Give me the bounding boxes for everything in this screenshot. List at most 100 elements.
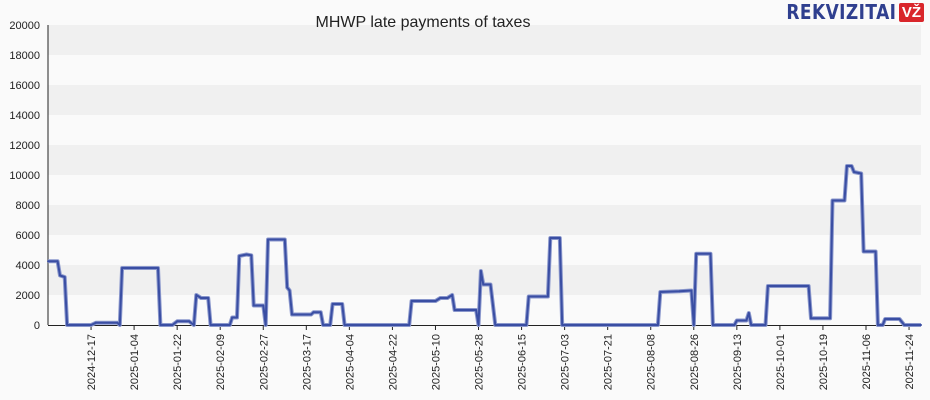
x-tick-label: 2025-08-08 (646, 334, 658, 390)
data-point (764, 324, 767, 326)
x-axis: 2024-12-17 2025-01-04 2025-01-22 2025-02-09… (48, 325, 921, 390)
grid-band (48, 235, 921, 265)
x-tick-label: 2025-02-09 (215, 334, 227, 390)
data-point (745, 319, 748, 322)
data-point (322, 324, 325, 326)
data-point (920, 324, 922, 326)
data-point (331, 303, 334, 305)
data-point (94, 321, 97, 324)
grid-band (48, 85, 921, 115)
data-point (238, 255, 241, 257)
data-point (678, 290, 681, 293)
data-point (341, 303, 344, 305)
data-point (116, 321, 119, 324)
data-point (527, 295, 530, 298)
x-tick-label: 2025-04-22 (387, 334, 399, 390)
grid-band (48, 25, 921, 55)
data-point (63, 276, 66, 278)
data-point (747, 312, 750, 314)
data-point (283, 238, 286, 241)
data-point (549, 237, 552, 239)
x-tick-label: 2025-11-06 (861, 334, 873, 389)
data-point (235, 316, 238, 319)
data-point (558, 237, 561, 239)
y-tick-label: 16000 (9, 80, 40, 92)
data-point (489, 283, 492, 286)
data-point (845, 165, 848, 167)
data-point (312, 311, 315, 314)
data-point (831, 199, 834, 202)
data-point (66, 324, 69, 326)
data-point (245, 253, 248, 256)
data-point (231, 316, 234, 319)
data-point (264, 324, 267, 326)
data-point (408, 324, 411, 326)
data-point (188, 320, 191, 323)
x-tick-label: 2025-11-24 (904, 334, 916, 389)
data-point (475, 309, 478, 311)
data-point (290, 313, 293, 316)
data-point (711, 324, 714, 326)
logo-text: REKVIZITAI (786, 0, 897, 24)
data-point (252, 304, 255, 307)
data-point (809, 317, 812, 320)
data-point (286, 286, 289, 289)
data-point (434, 300, 437, 302)
y-tick-label: 10000 (9, 170, 40, 182)
y-tick-label: 20000 (9, 20, 40, 32)
data-point (343, 324, 346, 326)
data-point (118, 324, 121, 326)
x-tick-label: 2025-01-22 (172, 334, 184, 390)
data-point (862, 250, 865, 253)
data-point (329, 324, 332, 326)
y-tick-label: 4000 (16, 260, 40, 272)
data-point (733, 324, 736, 326)
x-tick-label: 2025-07-03 (560, 334, 572, 390)
grid-band (48, 205, 921, 235)
x-tick-label: 2025-02-27 (258, 334, 270, 390)
x-tick-label: 2024-12-17 (86, 334, 98, 390)
data-point (192, 324, 195, 326)
data-point (47, 260, 49, 263)
data-point (766, 285, 769, 287)
grid-band (48, 175, 921, 205)
data-point (479, 270, 482, 272)
x-tick-label: 2025-03-17 (301, 334, 313, 390)
y-axis: 0 2000 4000 6000 8000 10000 12000 14000 16000 180… (9, 20, 49, 332)
data-point (176, 320, 179, 323)
data-point (656, 324, 659, 326)
data-point (695, 252, 698, 255)
data-point (121, 267, 124, 269)
data-point (446, 297, 449, 299)
data-point (267, 238, 270, 241)
data-point (209, 324, 212, 326)
data-point (482, 283, 485, 286)
x-tick-label: 2025-10-01 (775, 334, 787, 390)
data-point (881, 324, 884, 326)
data-point (439, 297, 442, 299)
data-point (903, 324, 906, 326)
data-point (692, 324, 695, 326)
data-point (453, 309, 456, 311)
x-tick-label: 2025-06-15 (517, 334, 529, 390)
x-tick-label: 2025-05-28 (474, 334, 486, 390)
chart-title: MHWP late payments of taxes (315, 14, 531, 31)
data-point (200, 297, 203, 299)
y-tick-label: 8000 (16, 200, 40, 212)
data-point (250, 254, 253, 257)
rekvizitai-logo[interactable]: REKVIZITAI VŽ (767, 0, 924, 24)
data-point (750, 324, 753, 326)
data-point (159, 324, 162, 326)
y-tick-label: 2000 (16, 290, 40, 302)
x-tick-label: 2025-01-04 (129, 334, 141, 390)
data-point (494, 324, 497, 326)
data-point (288, 289, 291, 292)
data-point (735, 319, 738, 322)
data-point (310, 313, 313, 316)
x-tick-label: 2025-08-26 (689, 334, 701, 390)
x-tick-label: 2025-05-10 (430, 334, 442, 390)
data-point (228, 324, 231, 326)
y-tick-label: 18000 (9, 50, 40, 62)
data-point (319, 311, 322, 314)
